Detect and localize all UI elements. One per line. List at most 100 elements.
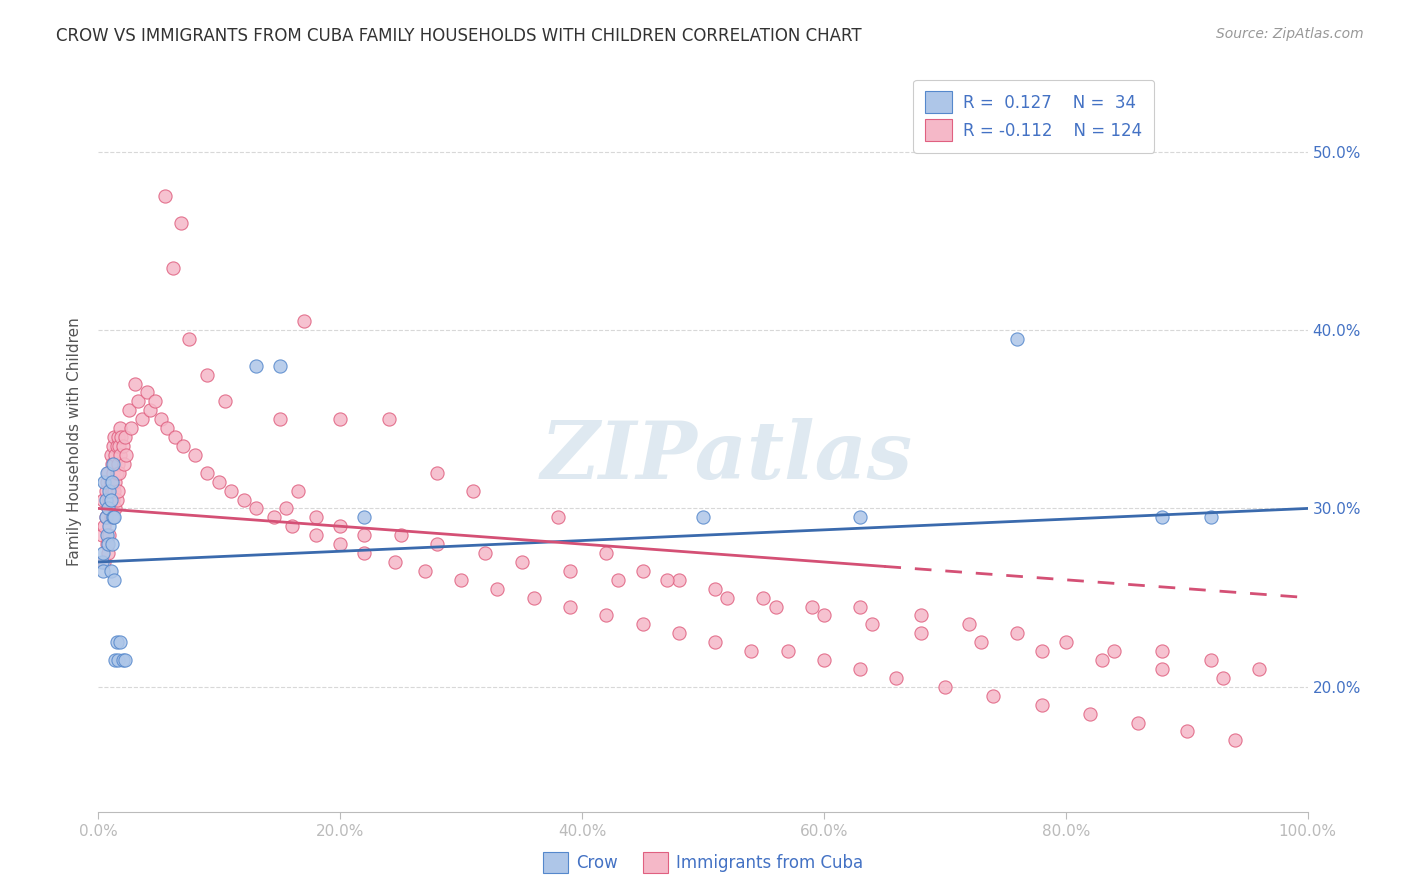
Point xyxy=(607,573,630,587)
Legend: Crow, Immigrants from Cuba: Crow, Immigrants from Cuba xyxy=(536,846,870,880)
Point xyxy=(486,582,509,596)
Point xyxy=(1223,733,1246,747)
Point xyxy=(704,582,727,596)
Point xyxy=(1031,698,1053,712)
Point xyxy=(474,546,496,560)
Point xyxy=(1175,724,1198,739)
Point xyxy=(94,510,117,524)
Point xyxy=(101,457,124,471)
Point xyxy=(103,430,125,444)
Point xyxy=(97,466,120,480)
Point xyxy=(100,492,122,507)
Point xyxy=(91,528,114,542)
Point xyxy=(329,537,352,551)
Point xyxy=(111,439,134,453)
Text: CROW VS IMMIGRANTS FROM CUBA FAMILY HOUSEHOLDS WITH CHILDREN CORRELATION CHART: CROW VS IMMIGRANTS FROM CUBA FAMILY HOUS… xyxy=(56,27,862,45)
Point xyxy=(195,368,218,382)
Point xyxy=(269,359,291,373)
Point xyxy=(704,635,727,649)
Point xyxy=(98,519,121,533)
Point xyxy=(105,635,128,649)
Point xyxy=(97,546,120,560)
Point xyxy=(776,644,799,658)
Point xyxy=(305,528,328,542)
Point xyxy=(100,475,122,489)
Point xyxy=(813,608,835,623)
Point xyxy=(281,519,304,533)
Point xyxy=(131,412,153,426)
Point xyxy=(139,403,162,417)
Point xyxy=(1152,644,1174,658)
Point xyxy=(110,430,132,444)
Point xyxy=(1007,626,1029,640)
Point xyxy=(100,510,122,524)
Point xyxy=(96,466,118,480)
Point xyxy=(94,492,117,507)
Point xyxy=(800,599,823,614)
Point xyxy=(112,457,135,471)
Point xyxy=(100,483,122,498)
Point xyxy=(716,591,738,605)
Point xyxy=(221,483,243,498)
Point xyxy=(91,546,114,560)
Point xyxy=(450,573,472,587)
Point xyxy=(96,537,118,551)
Point xyxy=(101,439,124,453)
Point xyxy=(100,448,122,462)
Point xyxy=(1078,706,1101,721)
Point xyxy=(1212,671,1234,685)
Point xyxy=(849,510,872,524)
Point xyxy=(631,617,654,632)
Point xyxy=(377,412,399,426)
Point xyxy=(1091,653,1114,667)
Point xyxy=(105,492,128,507)
Point xyxy=(114,430,136,444)
Point xyxy=(100,457,122,471)
Point xyxy=(245,501,267,516)
Point xyxy=(1199,510,1222,524)
Point xyxy=(1031,644,1053,658)
Point xyxy=(765,599,787,614)
Point xyxy=(179,332,201,346)
Point xyxy=(98,483,121,498)
Point xyxy=(100,475,122,489)
Point xyxy=(107,653,129,667)
Point xyxy=(91,564,114,578)
Point xyxy=(957,617,980,632)
Point xyxy=(668,626,690,640)
Point xyxy=(329,519,352,533)
Point xyxy=(91,555,114,569)
Point xyxy=(305,510,328,524)
Point xyxy=(107,430,129,444)
Point xyxy=(108,466,131,480)
Point xyxy=(668,573,690,587)
Point xyxy=(98,528,121,542)
Text: ZIPatlas: ZIPatlas xyxy=(541,417,914,495)
Point xyxy=(463,483,485,498)
Point xyxy=(163,430,186,444)
Y-axis label: Family Households with Children: Family Households with Children xyxy=(67,318,83,566)
Point xyxy=(118,403,141,417)
Point xyxy=(108,635,131,649)
Point xyxy=(981,689,1004,703)
Point xyxy=(127,394,149,409)
Point xyxy=(100,510,122,524)
Text: Source: ZipAtlas.com: Source: ZipAtlas.com xyxy=(1216,27,1364,41)
Point xyxy=(813,653,835,667)
Point xyxy=(195,466,218,480)
Point xyxy=(100,537,122,551)
Point xyxy=(655,573,678,587)
Point xyxy=(101,510,124,524)
Point xyxy=(353,510,375,524)
Point xyxy=(104,475,127,489)
Point xyxy=(1102,644,1125,658)
Point xyxy=(910,626,932,640)
Point xyxy=(105,439,128,453)
Point xyxy=(1249,662,1271,676)
Point xyxy=(292,314,315,328)
Point xyxy=(162,260,184,275)
Point xyxy=(150,412,173,426)
Point xyxy=(97,501,120,516)
Point xyxy=(103,510,125,524)
Point xyxy=(353,528,375,542)
